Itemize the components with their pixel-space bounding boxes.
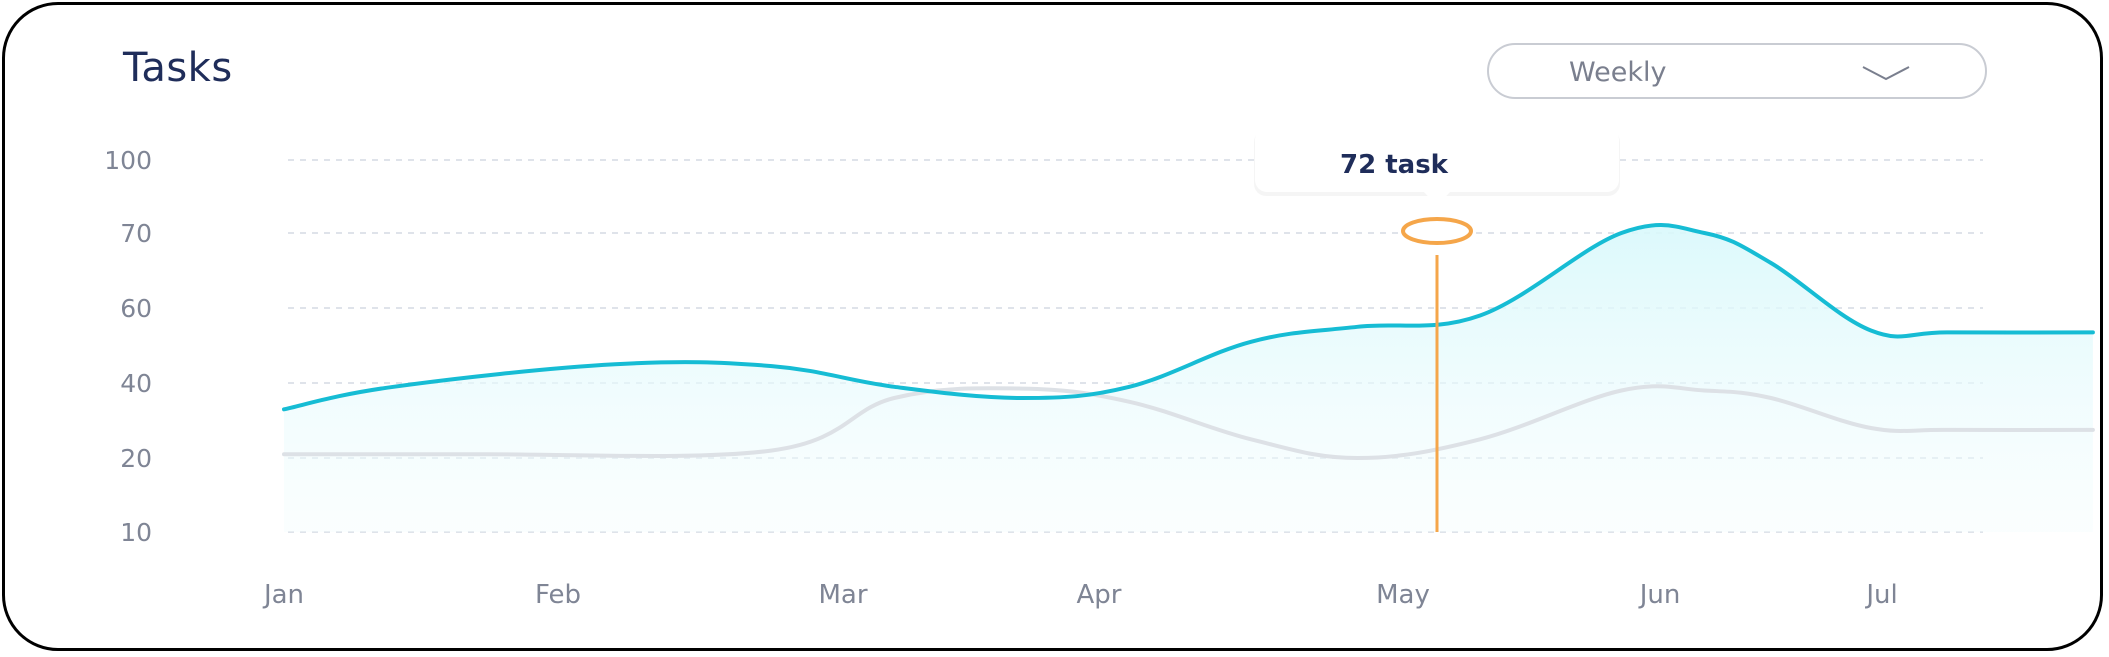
highlight-point-marker[interactable]	[1401, 217, 1473, 245]
period-dropdown-label: Weekly	[1569, 57, 1667, 88]
series-layer	[282, 223, 2095, 532]
x-tick-label: Apr	[1077, 580, 1122, 610]
y-axis-ticks: 100 70 60 40 20 10	[104, 146, 152, 547]
x-tick-label: Mar	[818, 580, 867, 610]
x-tick-label: Jul	[1864, 580, 1897, 610]
y-tick-label: 10	[120, 518, 152, 547]
tooltip-label: 72 task	[1340, 150, 1449, 180]
tooltip-box	[1255, 128, 1619, 192]
x-tick-label: Jun	[1638, 580, 1681, 610]
x-tick-label: Feb	[535, 580, 581, 610]
series-line-1	[282, 384, 2095, 461]
card-title: Tasks	[123, 45, 233, 91]
y-tick-label: 100	[104, 146, 152, 175]
y-tick-label: 60	[120, 294, 152, 323]
series-area-0	[284, 225, 2093, 532]
period-dropdown[interactable]: Weekly	[1487, 43, 1987, 99]
tooltip-arrow	[1423, 191, 1451, 206]
x-axis-ticks: Jan Feb Mar Apr May Jun Jul	[262, 580, 1898, 610]
y-tick-label: 70	[120, 219, 152, 248]
y-tick-label: 20	[120, 444, 152, 473]
chevron-down-icon	[1862, 66, 1910, 81]
tooltip: 72 task	[1254, 128, 1620, 206]
x-tick-label: Jan	[262, 580, 304, 610]
series-line-0	[282, 223, 2095, 412]
highlight-layer: 72 task	[1254, 128, 1620, 532]
x-tick-label: May	[1376, 580, 1430, 610]
y-tick-label: 40	[120, 369, 152, 398]
